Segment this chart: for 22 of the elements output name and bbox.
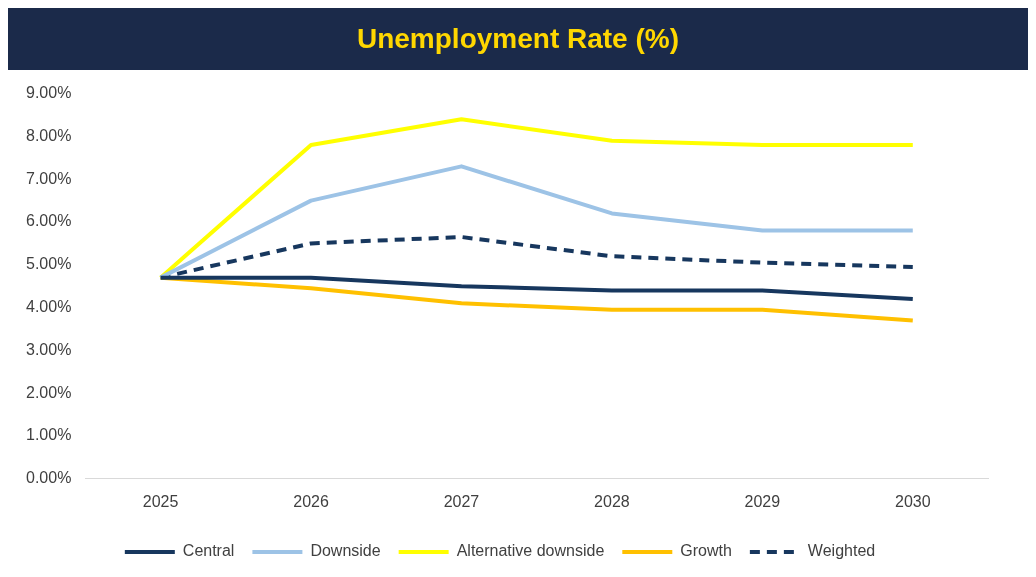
y-tick-label: 8.00%	[25, 126, 72, 144]
y-tick-label: 6.00%	[25, 212, 72, 230]
y-tick-label: 2.00%	[25, 383, 72, 401]
x-tick-label: 2028	[594, 492, 630, 510]
legend-label: Growth	[680, 542, 732, 560]
legend-label: Central	[182, 542, 235, 560]
y-tick-label: 5.00%	[25, 255, 72, 273]
legend-label: Alternative downside	[456, 542, 605, 560]
y-tick-label: 3.00%	[25, 340, 72, 358]
y-tick-label: 0.00%	[25, 469, 72, 487]
x-tick-label: 2027	[443, 492, 480, 510]
y-tick-label: 9.00%	[25, 84, 72, 102]
legend-label: Weighted	[807, 542, 876, 560]
x-tick-label: 2025	[142, 492, 179, 510]
y-tick-label: 4.00%	[25, 298, 72, 316]
y-tick-label: 1.00%	[25, 426, 72, 444]
y-tick-label: 7.00%	[25, 169, 72, 187]
chart-title: Unemployment Rate (%)	[356, 23, 680, 55]
legend-label: Downside	[310, 542, 381, 560]
x-tick-label: 2029	[744, 492, 781, 510]
x-tick-label: 2030	[894, 492, 931, 510]
x-tick-label: 2026	[293, 492, 329, 510]
